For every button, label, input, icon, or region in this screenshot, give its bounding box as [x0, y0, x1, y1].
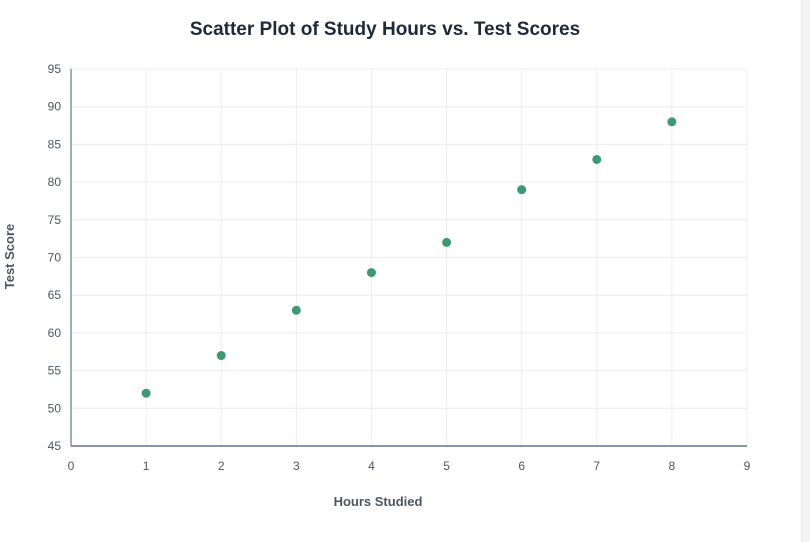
data-point: [442, 237, 452, 247]
data-point: [592, 154, 602, 164]
y-axis-label: Test Score: [2, 224, 17, 290]
grid-lines: [70, 68, 748, 447]
data-point: [366, 268, 376, 278]
y-tick-label: 95: [48, 62, 62, 76]
x-tick-label: 0: [68, 459, 75, 473]
x-tick-label: 8: [669, 459, 676, 473]
x-tick-label: 2: [218, 459, 225, 473]
y-tick-label: 60: [48, 326, 62, 340]
axes: [70, 69, 747, 447]
scrollbar-track: [801, 0, 810, 542]
x-tick-label: 3: [293, 459, 300, 473]
y-tick-label: 50: [48, 401, 62, 415]
y-tick-label: 65: [48, 288, 62, 302]
y-tick-label: 70: [48, 251, 62, 265]
y-tick-label: 55: [48, 364, 62, 378]
data-point: [291, 305, 301, 315]
y-tick-label: 85: [48, 137, 62, 151]
x-tick-label: 5: [443, 459, 450, 473]
x-tick-label: 1: [143, 459, 150, 473]
data-point: [517, 185, 527, 195]
y-tick-label: 75: [48, 213, 62, 227]
x-tick-label: 4: [368, 459, 375, 473]
x-tick-label: 6: [518, 459, 525, 473]
chart-title: Scatter Plot of Study Hours vs. Test Sco…: [189, 19, 581, 40]
data-point: [667, 117, 677, 127]
x-axis-label: Hours Studied: [334, 494, 423, 509]
y-tick-label: 80: [48, 175, 62, 189]
x-tick-label: 9: [744, 459, 751, 473]
y-tick-label: 45: [48, 439, 62, 453]
data-point: [141, 388, 151, 398]
y-tick-label: 90: [48, 100, 62, 114]
data-point: [216, 351, 226, 361]
data-points: [141, 117, 677, 398]
x-tick-label: 7: [593, 459, 600, 473]
